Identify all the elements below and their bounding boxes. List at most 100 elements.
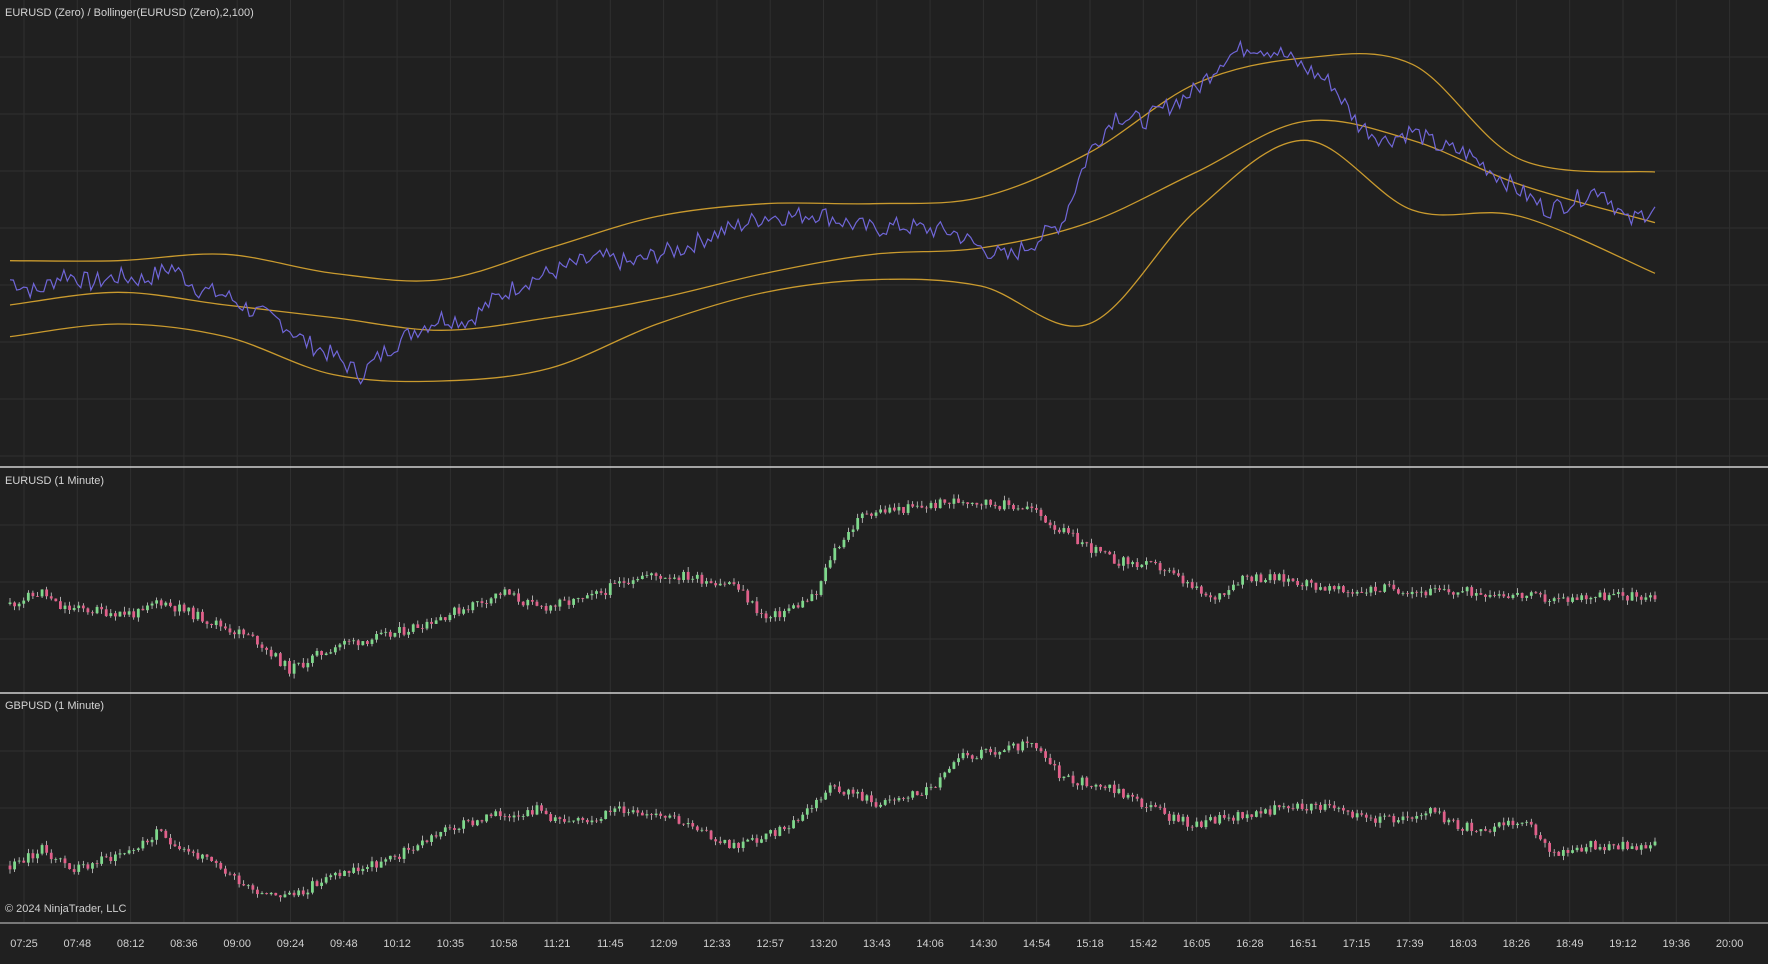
candle-body bbox=[1035, 743, 1038, 749]
candle-body bbox=[723, 839, 727, 844]
candle-body bbox=[1516, 592, 1519, 595]
candle-body bbox=[388, 631, 392, 637]
candle-body bbox=[210, 856, 214, 862]
candle-body bbox=[425, 840, 429, 842]
candle-body bbox=[1209, 817, 1212, 821]
candle-body bbox=[22, 860, 26, 863]
candle-body bbox=[957, 758, 960, 763]
candle-body bbox=[393, 855, 397, 857]
candle-body bbox=[503, 816, 507, 817]
candle-body bbox=[498, 593, 502, 595]
candle-body bbox=[1488, 830, 1492, 832]
candle-body bbox=[1406, 816, 1409, 818]
candle-body bbox=[856, 518, 860, 530]
candle-body bbox=[1126, 794, 1130, 798]
x-tick-label: 08:12 bbox=[117, 938, 145, 950]
candle-body bbox=[627, 812, 630, 814]
candle-body bbox=[485, 814, 488, 822]
candle-body bbox=[329, 652, 333, 654]
candle-body bbox=[1057, 765, 1061, 779]
candle-body bbox=[709, 581, 713, 584]
candle-body bbox=[462, 609, 466, 614]
candle-body bbox=[682, 823, 685, 825]
candle-body bbox=[420, 840, 424, 846]
x-tick-label: 16:05 bbox=[1183, 938, 1211, 950]
candle-body bbox=[618, 806, 621, 809]
candle-body bbox=[1635, 846, 1639, 850]
candle-body bbox=[677, 577, 681, 581]
candle-body bbox=[1181, 816, 1185, 822]
candle-body bbox=[146, 840, 149, 843]
candle-body bbox=[1158, 806, 1162, 808]
candle-body bbox=[750, 838, 754, 840]
candle-body bbox=[842, 792, 846, 795]
candle-body bbox=[173, 844, 177, 847]
candle-body bbox=[535, 805, 539, 815]
candle-body bbox=[989, 499, 992, 505]
candle-body bbox=[842, 539, 846, 548]
candle-body bbox=[1190, 582, 1194, 588]
candle-body bbox=[1076, 783, 1080, 786]
candle-body bbox=[1204, 820, 1208, 828]
candle-body bbox=[879, 509, 883, 513]
candle-body bbox=[911, 504, 915, 507]
candle-body bbox=[1447, 589, 1451, 593]
candle-body bbox=[384, 631, 388, 633]
candle-body bbox=[1630, 846, 1634, 849]
candle-body bbox=[897, 798, 901, 801]
candle-body bbox=[1163, 807, 1167, 814]
x-tick-label: 17:15 bbox=[1343, 938, 1371, 950]
candle-body bbox=[567, 600, 571, 605]
candle-body bbox=[1199, 586, 1203, 594]
x-tick-label: 12:09 bbox=[650, 938, 678, 950]
bollinger-middle-line bbox=[9, 119, 1656, 331]
candle-body bbox=[329, 875, 333, 878]
candle-body bbox=[925, 787, 928, 796]
candle-body bbox=[723, 583, 727, 585]
candle-body bbox=[691, 823, 695, 827]
candle-body bbox=[1621, 592, 1625, 596]
candle-body bbox=[1456, 820, 1460, 830]
candle-body bbox=[49, 596, 53, 599]
candle-body bbox=[847, 532, 850, 540]
candle-body bbox=[256, 635, 259, 645]
candle-body bbox=[581, 598, 585, 599]
candle-body bbox=[1493, 826, 1497, 832]
candle-body bbox=[352, 640, 356, 642]
candle-body bbox=[416, 845, 420, 851]
candle-body bbox=[1025, 506, 1029, 510]
x-tick-label: 09:00 bbox=[223, 938, 251, 950]
candle-body bbox=[1149, 805, 1153, 808]
middle-panel-title: EURUSD (1 Minute) bbox=[5, 475, 105, 487]
candle-body bbox=[288, 892, 291, 895]
candle-body bbox=[251, 634, 255, 636]
candle-body bbox=[1309, 803, 1313, 811]
candle-body bbox=[1396, 589, 1400, 594]
candle-body bbox=[934, 502, 937, 509]
candle-body bbox=[1360, 813, 1364, 815]
candle-body bbox=[815, 799, 818, 809]
candle-body bbox=[975, 502, 979, 505]
x-tick-label: 14:54 bbox=[1023, 938, 1051, 950]
candle-body bbox=[1571, 850, 1574, 853]
candle-body bbox=[223, 626, 227, 629]
candle-body bbox=[393, 632, 397, 637]
candle-body bbox=[1103, 786, 1107, 789]
candle-body bbox=[943, 499, 947, 503]
candle-body bbox=[1438, 588, 1442, 590]
candle-body bbox=[434, 620, 438, 624]
candle-body bbox=[1461, 591, 1464, 593]
candle-body bbox=[1630, 592, 1634, 601]
candle-body bbox=[1044, 751, 1047, 758]
candle-body bbox=[728, 582, 731, 585]
candle-body bbox=[246, 885, 250, 887]
candle-body bbox=[1236, 584, 1240, 586]
candle-body bbox=[306, 662, 310, 668]
candle-body bbox=[604, 592, 608, 595]
candle-body bbox=[1415, 591, 1419, 593]
candle-body bbox=[489, 598, 493, 604]
candle-body bbox=[45, 845, 49, 853]
candle-body bbox=[1378, 591, 1382, 593]
